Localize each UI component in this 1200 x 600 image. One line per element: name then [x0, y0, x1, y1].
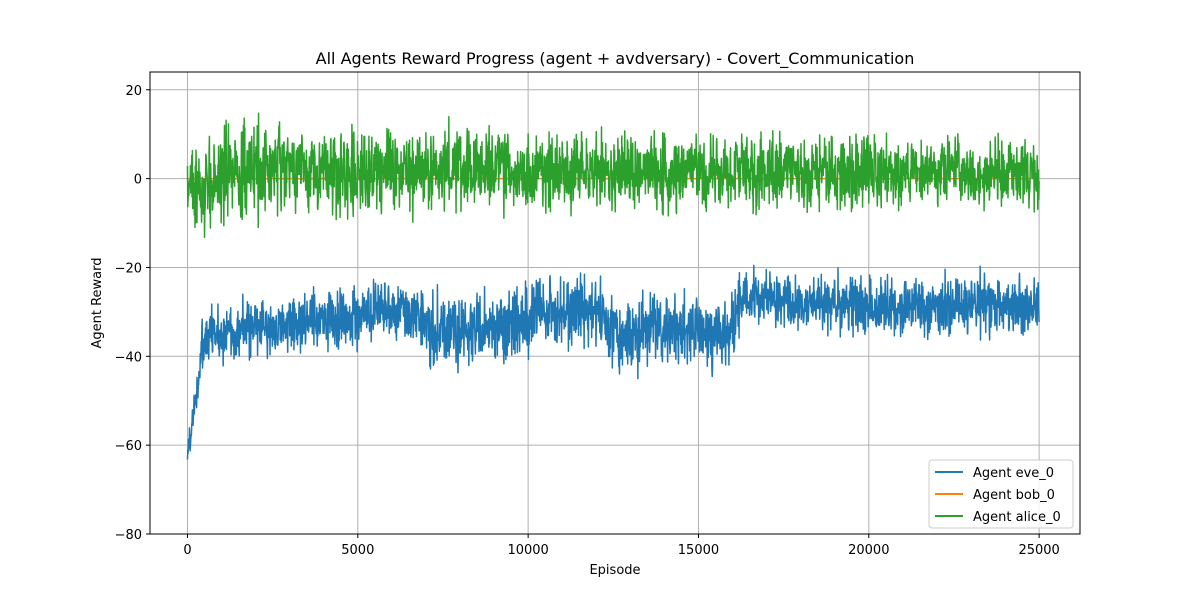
- series-line-agent-eve-0: [186, 264, 1040, 460]
- x-tick-label: 5000: [341, 543, 374, 558]
- y-tick-label: 0: [134, 173, 142, 188]
- legend: Agent eve_0 Agent bob_0 Agent alice_0: [928, 459, 1074, 529]
- y-tick-label: −80: [115, 528, 142, 543]
- x-tick-label: 25000: [1018, 543, 1059, 558]
- legend-box: [928, 459, 1074, 529]
- ticks: 0 5000 10000 15000 20000 25000 −80 −60 −40 −20 0 20: [115, 84, 1060, 558]
- x-tick-label: 0: [183, 543, 191, 558]
- x-tick-label: 20000: [848, 543, 889, 558]
- axes-frame: [149, 71, 1081, 535]
- x-tick-label: 10000: [507, 543, 548, 558]
- legend-label-agent-bob-0: Agent bob_0: [973, 488, 1055, 503]
- x-tick-label: 15000: [678, 543, 719, 558]
- x-axis-label: Episode: [589, 563, 640, 578]
- plot-series: [186, 112, 1040, 460]
- y-tick-label: 20: [125, 84, 142, 99]
- series-line-agent-alice-0: [186, 112, 1040, 238]
- legend-label-agent-alice-0: Agent alice_0: [973, 510, 1061, 525]
- chart-title: All Agents Reward Progress (agent + avdv…: [316, 49, 915, 69]
- y-axis-label: Agent Reward: [90, 257, 105, 348]
- y-tick-label: −40: [115, 350, 142, 365]
- y-tick-label: −20: [115, 261, 142, 276]
- y-tick-label: −60: [115, 439, 142, 454]
- legend-label-agent-eve-0: Agent eve_0: [973, 466, 1054, 481]
